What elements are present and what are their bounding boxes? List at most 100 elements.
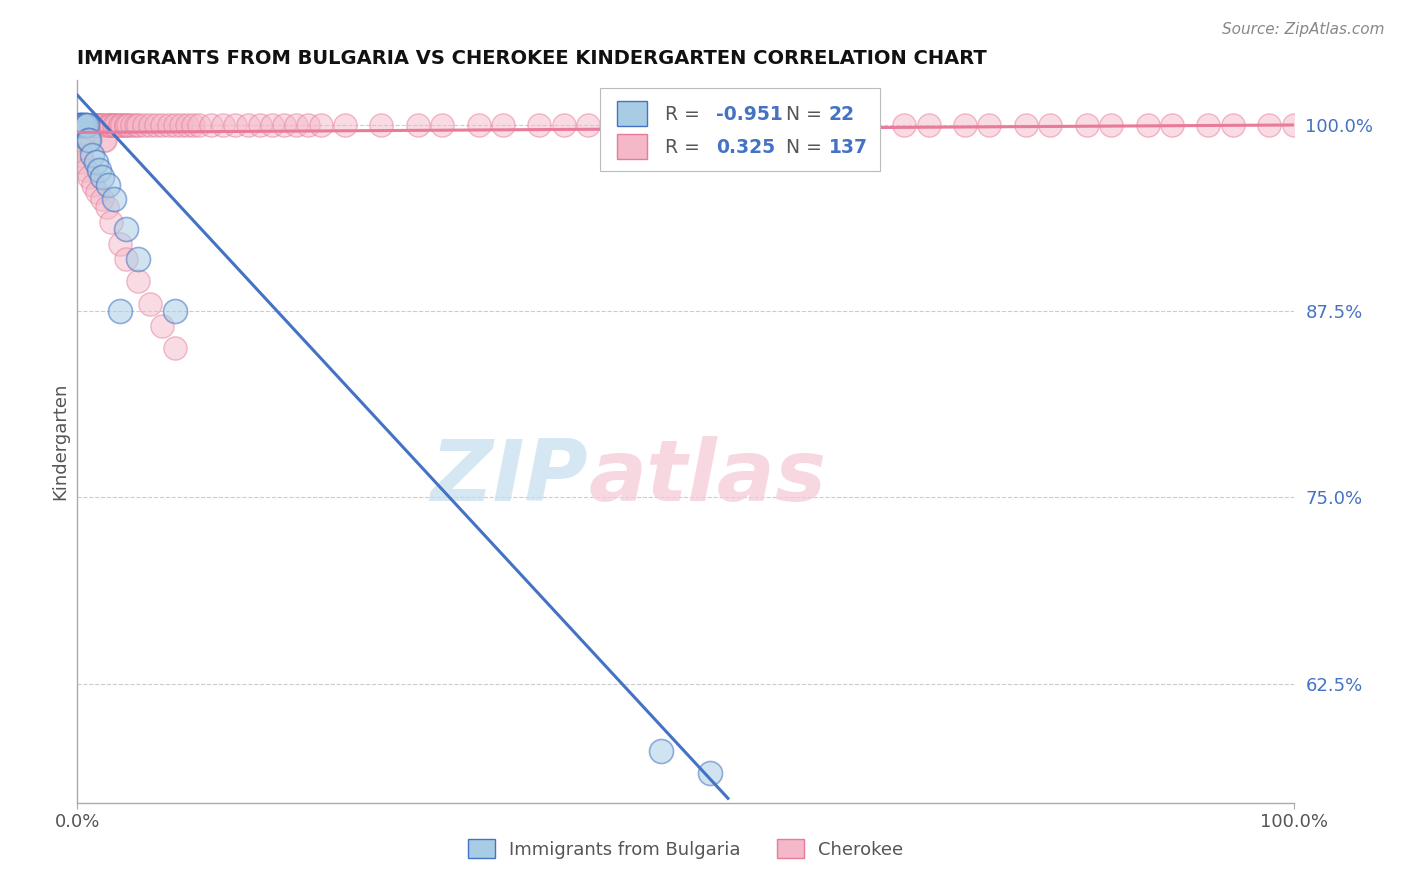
Point <box>127 252 149 266</box>
Point <box>188 118 211 132</box>
Point <box>67 118 90 132</box>
Point <box>856 118 879 132</box>
Point <box>115 222 138 236</box>
Point <box>89 162 111 177</box>
Point <box>1099 118 1122 132</box>
Point <box>82 178 104 192</box>
Point <box>72 118 94 132</box>
Point <box>108 237 131 252</box>
Point <box>212 118 235 132</box>
Point <box>97 118 120 132</box>
Point <box>69 118 91 132</box>
Point <box>1197 118 1219 132</box>
Point <box>69 118 91 132</box>
Point <box>170 118 193 132</box>
Point <box>127 118 149 132</box>
Point <box>650 744 672 758</box>
Point <box>75 118 97 132</box>
Point <box>86 185 108 199</box>
Point <box>1076 118 1098 132</box>
Point <box>111 118 134 132</box>
Point <box>96 200 118 214</box>
Point <box>333 118 356 132</box>
Point <box>72 155 94 169</box>
Point <box>100 215 122 229</box>
Point <box>1015 118 1038 132</box>
Point <box>90 170 112 185</box>
Point <box>224 118 246 132</box>
Point <box>139 118 162 132</box>
Point <box>73 118 96 132</box>
Point <box>70 148 93 162</box>
Point <box>70 118 93 132</box>
Point <box>75 162 97 177</box>
Point <box>430 118 453 132</box>
Text: 137: 137 <box>830 138 868 157</box>
Point <box>1282 118 1305 132</box>
Point <box>73 118 96 132</box>
Point <box>115 252 138 266</box>
Point <box>467 118 489 132</box>
Point <box>70 118 93 132</box>
Point <box>125 118 148 132</box>
Point <box>86 118 108 132</box>
Point <box>70 118 93 132</box>
Point <box>98 118 121 132</box>
Point <box>613 118 636 132</box>
Point <box>75 118 97 132</box>
Point <box>406 118 429 132</box>
Text: atlas: atlas <box>588 436 827 519</box>
Point <box>796 118 818 132</box>
Point <box>105 118 128 132</box>
Point <box>103 118 125 132</box>
Point <box>103 193 125 207</box>
Point <box>84 155 107 169</box>
Point <box>675 118 697 132</box>
Point <box>72 118 94 132</box>
Point <box>953 118 976 132</box>
Point <box>73 118 96 132</box>
Text: N =: N = <box>786 104 823 124</box>
Point <box>76 118 98 132</box>
Point <box>1258 118 1281 132</box>
Point <box>650 118 672 132</box>
FancyBboxPatch shape <box>617 134 647 159</box>
Point <box>69 118 91 132</box>
Point <box>67 118 90 132</box>
Point <box>735 118 758 132</box>
Point <box>139 297 162 311</box>
Point <box>97 118 120 132</box>
Point <box>67 133 90 147</box>
Point <box>918 118 941 132</box>
FancyBboxPatch shape <box>600 87 880 170</box>
Legend: Immigrants from Bulgaria, Cherokee: Immigrants from Bulgaria, Cherokee <box>460 832 911 866</box>
Point <box>69 118 91 132</box>
Point <box>181 118 204 132</box>
Point <box>1136 118 1159 132</box>
Point <box>79 170 101 185</box>
Point <box>80 118 103 132</box>
Point <box>115 118 138 132</box>
Point <box>285 118 308 132</box>
Point <box>94 133 117 147</box>
Point <box>309 118 332 132</box>
Text: -0.951: -0.951 <box>716 104 783 124</box>
Point <box>772 118 794 132</box>
Point <box>152 118 174 132</box>
Point <box>145 118 167 132</box>
Point <box>90 193 112 207</box>
Text: ZIP: ZIP <box>430 436 588 519</box>
Text: 22: 22 <box>830 104 855 124</box>
Point <box>80 118 103 132</box>
Point <box>83 118 105 132</box>
Point <box>75 118 97 132</box>
Point <box>176 118 198 132</box>
Point <box>82 118 104 132</box>
Point <box>115 118 138 132</box>
Text: R =: R = <box>665 104 700 124</box>
Point <box>108 304 131 318</box>
Point <box>260 118 283 132</box>
Point <box>90 118 112 132</box>
Point <box>87 118 110 132</box>
Point <box>152 319 174 334</box>
